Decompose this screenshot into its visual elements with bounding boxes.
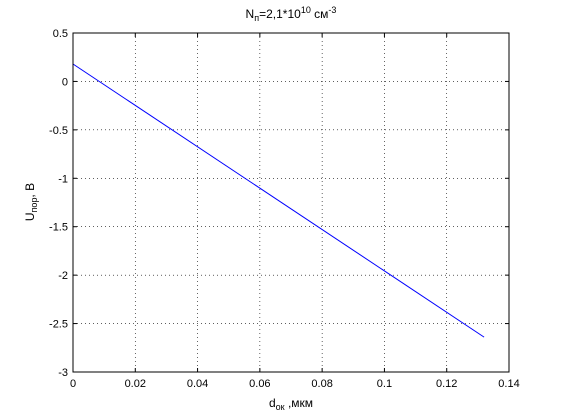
chart-title: Nп=2,1*1010 см-3 — [246, 5, 337, 23]
x-tick-label: 0 — [70, 378, 76, 390]
ticks: 0 0.02 0.04 0.06 0.08 0.1 0.12 0.14 0.5 0 -0.5 -1 -1… — [49, 28, 520, 390]
y-tick-label: -2 — [58, 270, 68, 282]
y-tick-label: 0.5 — [53, 28, 68, 40]
x-tick-label: 0.06 — [249, 378, 270, 390]
x-tick-label: 0.02 — [125, 378, 146, 390]
y-axis-label: Uпор, В — [23, 183, 39, 221]
y-tick-label: -0.5 — [49, 125, 68, 137]
y-tick-label: -1.5 — [49, 222, 68, 234]
axes-box — [72, 32, 510, 373]
x-tick-label: 0.08 — [311, 378, 332, 390]
y-tick-label: -1 — [58, 173, 68, 185]
x-tick-label: 0.1 — [377, 378, 392, 390]
x-axis-label: dок ,мкм — [269, 396, 313, 412]
y-tick-label: 0 — [62, 76, 68, 88]
grid — [73, 33, 509, 372]
plot-area — [73, 33, 509, 372]
y-tick-label: -3 — [58, 367, 68, 379]
series-line — [72, 63, 485, 338]
x-tick-label: 0.12 — [436, 378, 457, 390]
x-tick-label: 0.04 — [187, 378, 208, 390]
x-tick-label: 0.14 — [498, 378, 519, 390]
y-tick-label: -2.5 — [49, 319, 68, 331]
series-group — [72, 63, 485, 338]
